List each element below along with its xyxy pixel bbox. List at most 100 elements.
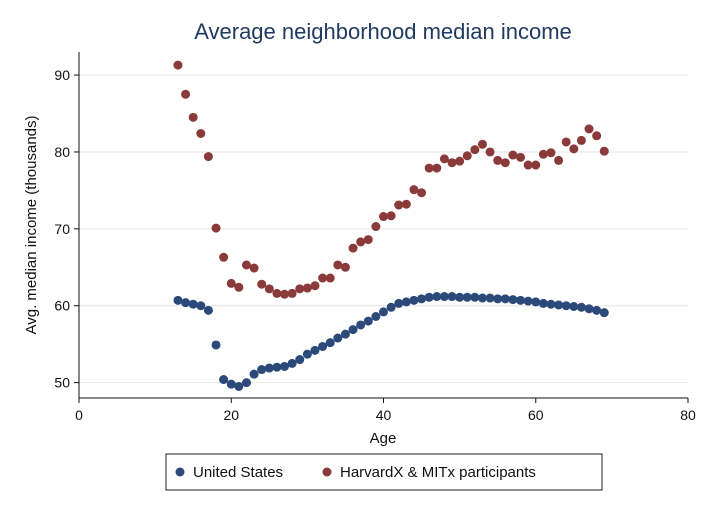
data-point	[409, 295, 419, 305]
data-point	[257, 279, 267, 289]
data-point	[470, 292, 480, 302]
y-tick-label: 60	[54, 298, 70, 314]
data-point	[280, 289, 290, 299]
data-point	[249, 369, 259, 379]
data-point	[462, 151, 472, 161]
series-1	[173, 60, 609, 299]
data-point	[226, 379, 236, 389]
data-point	[394, 298, 404, 308]
data-point	[173, 295, 183, 305]
data-point	[523, 160, 533, 170]
data-point	[211, 223, 221, 233]
data-point	[264, 363, 274, 373]
data-point	[386, 211, 396, 221]
data-point	[280, 361, 290, 371]
data-point	[554, 300, 564, 310]
data-point	[439, 292, 449, 302]
data-point	[302, 349, 312, 359]
x-tick-label: 40	[376, 407, 392, 423]
legend-marker	[175, 467, 185, 477]
data-point	[531, 160, 541, 170]
data-point	[257, 365, 267, 375]
plot-area	[79, 52, 688, 398]
data-point	[340, 262, 350, 272]
data-point	[188, 299, 198, 309]
data-point	[424, 292, 434, 302]
data-point	[546, 148, 556, 158]
data-point	[538, 149, 548, 159]
data-point	[203, 152, 213, 162]
data-point	[546, 299, 556, 309]
y-tick-label: 70	[54, 221, 70, 237]
data-point	[363, 316, 373, 326]
legend-label: United States	[193, 464, 283, 481]
data-point	[196, 301, 206, 311]
data-point	[234, 381, 244, 391]
data-point	[356, 237, 366, 247]
data-point	[371, 222, 381, 232]
data-point	[592, 305, 602, 315]
data-point	[576, 135, 586, 145]
data-point	[455, 156, 465, 166]
data-point	[272, 362, 282, 372]
chart-title: Average neighborhood median income	[194, 19, 572, 44]
data-point	[241, 378, 251, 388]
x-tick-label: 60	[528, 407, 544, 423]
data-point	[181, 89, 191, 99]
data-point	[409, 185, 419, 195]
data-point	[447, 158, 457, 168]
data-point	[379, 307, 388, 317]
data-point	[188, 112, 198, 122]
legend-items: United States HarvardX & MITx participant…	[175, 464, 536, 481]
y-tick-label: 80	[54, 144, 70, 160]
data-point	[569, 302, 579, 312]
data-point	[181, 298, 191, 308]
data-point	[561, 137, 571, 147]
data-point	[599, 308, 609, 318]
y-axis-label: Avg. median income (thousands)	[23, 115, 40, 334]
data-point	[424, 163, 434, 173]
data-point	[500, 158, 510, 168]
data-point	[493, 294, 503, 304]
data-point	[356, 320, 366, 330]
data-point	[462, 292, 472, 302]
data-point	[318, 341, 328, 351]
data-points	[173, 60, 609, 391]
data-point	[333, 333, 343, 343]
data-point	[325, 273, 335, 283]
data-point	[226, 278, 236, 288]
data-point	[508, 150, 518, 160]
data-point	[554, 155, 564, 165]
data-point	[363, 235, 373, 245]
data-point	[386, 302, 396, 312]
data-point	[196, 129, 206, 139]
data-point	[379, 212, 388, 222]
data-point	[371, 311, 381, 321]
x-tick-label: 0	[75, 407, 83, 423]
legend: United States HarvardX & MITx participant…	[165, 453, 603, 491]
data-point	[584, 304, 594, 314]
data-point	[508, 295, 518, 305]
data-point	[485, 147, 495, 157]
data-point	[417, 188, 427, 198]
data-point	[576, 302, 586, 312]
data-point	[599, 146, 609, 156]
data-point	[432, 163, 442, 173]
data-point	[493, 155, 503, 165]
data-point	[561, 301, 571, 311]
data-point	[287, 288, 297, 298]
data-point	[538, 298, 548, 308]
data-point	[470, 145, 480, 155]
data-point	[439, 154, 449, 164]
data-point	[249, 263, 259, 273]
data-point	[333, 260, 343, 270]
data-point	[455, 292, 465, 302]
data-point	[241, 260, 251, 270]
x-axis-label: Age	[370, 430, 397, 447]
data-point	[432, 292, 442, 302]
y-tick-label: 50	[54, 375, 70, 391]
data-point	[264, 284, 274, 294]
data-point	[272, 288, 282, 298]
